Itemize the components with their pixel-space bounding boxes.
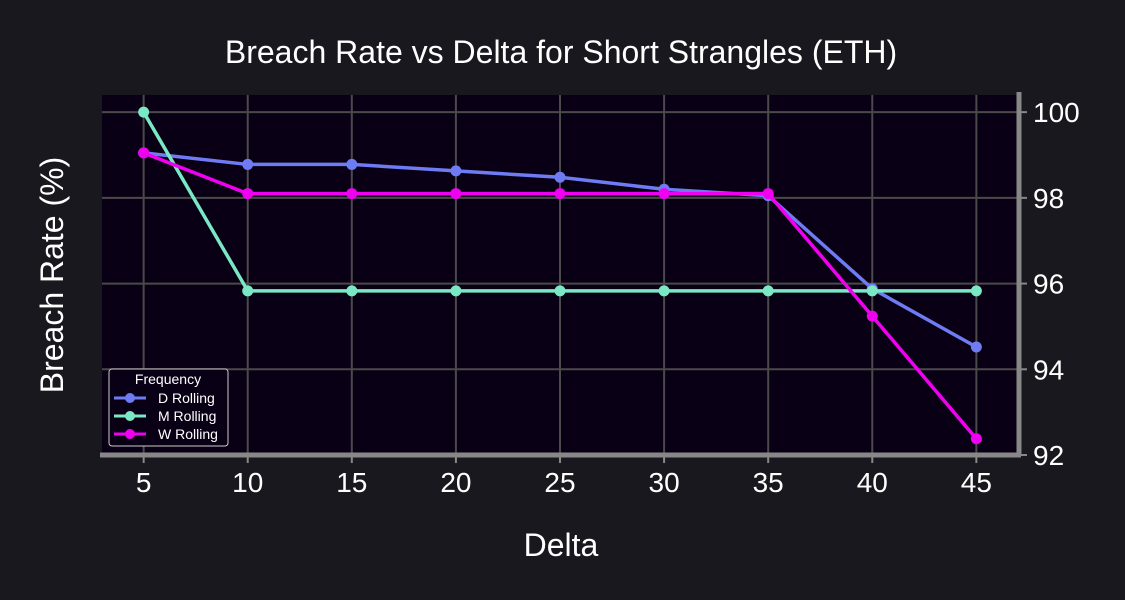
legend: Frequency D Rolling M Rolling W Rolling	[108, 368, 229, 447]
x-tick-label: 10	[232, 467, 263, 498]
data-point	[242, 158, 254, 170]
y-tick-label: 94	[1033, 354, 1064, 385]
data-point	[554, 171, 566, 183]
x-tick-label: 5	[136, 467, 152, 498]
data-point	[346, 188, 358, 200]
data-point	[450, 188, 462, 200]
x-tick-label: 45	[961, 467, 992, 498]
data-point	[450, 285, 462, 297]
legend-label: W Rolling	[158, 426, 218, 442]
x-axis: 5 10 15 20 25 30 35 40 45	[136, 457, 992, 498]
x-tick-label: 30	[649, 467, 680, 498]
legend-items: D Rolling M Rolling W Rolling	[114, 390, 218, 442]
series-w-rolling	[138, 147, 982, 445]
legend-swatch-marker	[125, 393, 135, 403]
data-point	[866, 310, 878, 322]
data-point	[970, 341, 982, 353]
legend-label: M Rolling	[158, 408, 216, 424]
legend-swatch-marker	[125, 429, 135, 439]
data-point	[346, 285, 358, 297]
data-point	[554, 285, 566, 297]
data-point	[450, 165, 462, 177]
data-point	[658, 285, 670, 297]
data-point	[866, 285, 878, 297]
y-axis-label: Breach Rate (%)	[34, 157, 70, 394]
y-axis: 92 94 96 98 100	[1021, 97, 1080, 471]
y-tick-label: 98	[1033, 183, 1064, 214]
data-point	[138, 106, 150, 118]
chart-title: Breach Rate vs Delta for Short Strangles…	[225, 34, 897, 70]
x-tick-label: 20	[440, 467, 471, 498]
data-point	[970, 285, 982, 297]
y-tick-label: 100	[1033, 97, 1080, 128]
data-point	[658, 188, 670, 200]
data-point	[762, 285, 774, 297]
y-tick-label: 92	[1033, 440, 1064, 471]
data-point	[242, 285, 254, 297]
series-m-rolling	[138, 106, 982, 297]
legend-label: D Rolling	[158, 390, 215, 406]
x-tick-label: 15	[336, 467, 367, 498]
x-tick-label: 25	[544, 467, 575, 498]
grid	[102, 95, 1018, 456]
legend-swatch-marker	[125, 411, 135, 421]
data-point	[554, 188, 566, 200]
legend-title: Frequency	[135, 371, 201, 387]
series-group	[138, 106, 982, 445]
axes-spines	[100, 92, 1022, 458]
data-point	[242, 188, 254, 200]
data-point	[138, 147, 150, 159]
legend-box	[108, 368, 229, 447]
data-point	[970, 433, 982, 445]
x-axis-label: Delta	[524, 527, 599, 563]
x-tick-label: 35	[753, 467, 784, 498]
x-tick-label: 40	[857, 467, 888, 498]
data-point	[346, 158, 358, 170]
data-point	[762, 188, 774, 200]
y-tick-label: 96	[1033, 269, 1064, 300]
